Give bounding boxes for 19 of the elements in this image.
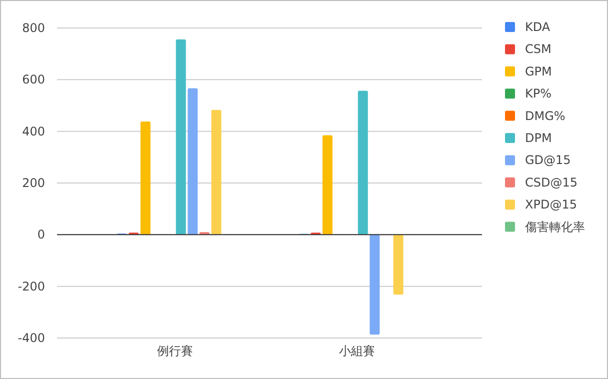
legend-label: DPM (525, 131, 552, 145)
legend-label: KP% (525, 86, 552, 101)
legend-label: 傷害轉化率 (524, 220, 585, 234)
y-tick-label: -200 (18, 279, 45, 294)
y-tick-label: 200 (22, 176, 45, 190)
legend-label: GD@15 (525, 153, 571, 168)
y-tick-label: 0 (37, 228, 45, 242)
y-tick-label: 400 (22, 124, 45, 138)
y-tick-label: 600 (22, 72, 45, 87)
x-tick-label: 小組賽 (339, 344, 375, 358)
legend-label: CSD@15 (525, 175, 578, 190)
legend-label: GPM (525, 64, 552, 78)
legend-label: XPD@15 (525, 198, 577, 212)
y-tick-label: 800 (22, 21, 45, 35)
x-tick-label: 例行賽 (157, 344, 193, 358)
legend-label: CSM (525, 42, 552, 56)
legend-label: KDA (525, 20, 551, 34)
y-tick-label: -400 (18, 331, 45, 345)
legend-label: DMG% (525, 108, 566, 123)
